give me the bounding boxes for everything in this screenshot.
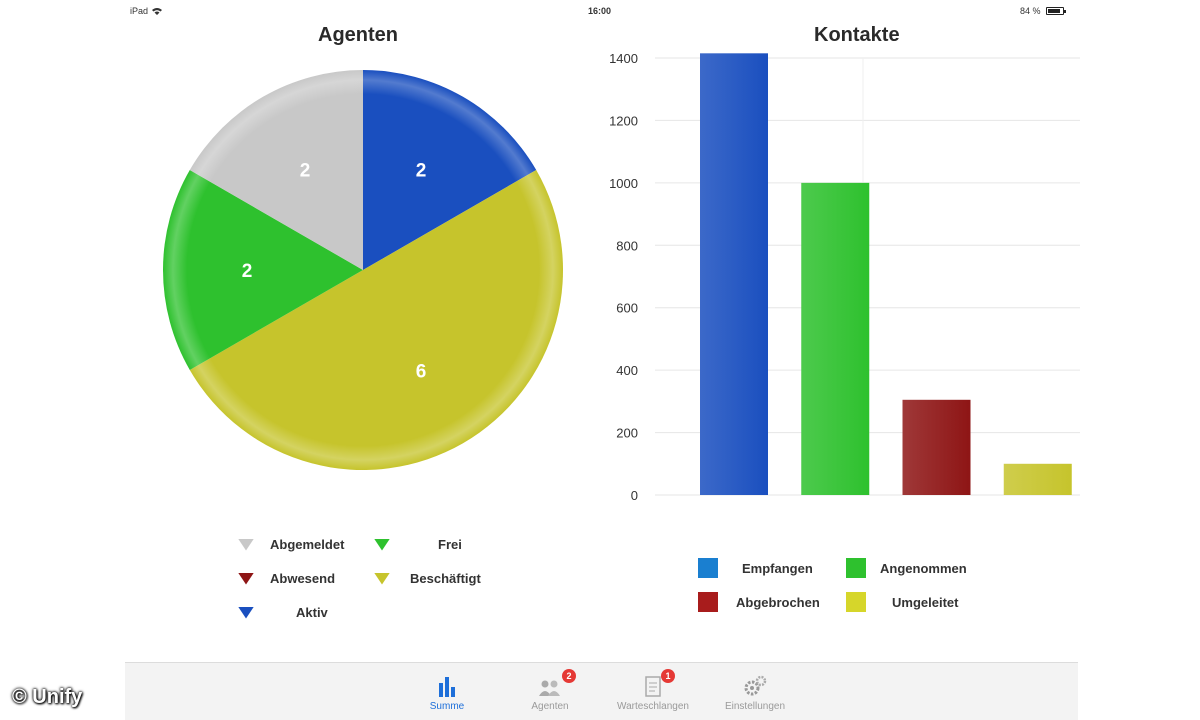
legend-swatch [846, 592, 866, 612]
legend-label: Aktiv [296, 605, 328, 620]
notification-badge: 2 [562, 669, 576, 683]
people-icon [539, 680, 560, 696]
legend-label: Abgebrochen [736, 594, 820, 610]
bar-chart-title: Kontakte [814, 24, 900, 46]
pie-slice-value-label: 2 [300, 161, 311, 182]
legend-swatch [698, 558, 718, 578]
legend-label: Angenommen [880, 560, 967, 576]
bar-legend-item: Empfangen [698, 558, 813, 578]
y-tick-label: 1000 [609, 176, 638, 191]
bar-umgeleitet[interactable] [1003, 463, 1072, 495]
pie-slice-value-label: 2 [242, 261, 253, 282]
pie-slice-value-label: 2 [416, 161, 427, 182]
diamond-icon [374, 538, 390, 551]
legend-label: Empfangen [742, 560, 813, 576]
bar-empfangen[interactable] [700, 53, 768, 495]
pie-chart-title: Agenten [318, 24, 398, 46]
pie-legend-item: Aktiv [238, 605, 328, 620]
tab-label: Einstellungen [724, 701, 786, 712]
y-tick-label: 0 [631, 488, 638, 503]
queue-document-icon [645, 676, 661, 697]
pie-slice-value-label: 6 [416, 361, 427, 382]
tab-label: Summe [429, 701, 465, 712]
tab-einstellungen[interactable]: Einstellungen [705, 671, 805, 712]
legend-label: Frei [438, 537, 462, 552]
pie-chart: 2 6 2 2 [163, 70, 563, 470]
bar-legend-item: Abgebrochen [698, 592, 820, 612]
legend-swatch [698, 592, 718, 612]
pie-legend-item: Abwesend [238, 571, 335, 586]
pie-slice-frei[interactable] [163, 170, 363, 370]
battery-percent: 84 % [1020, 6, 1041, 16]
pie-legend-item: Beschäftigt [374, 571, 481, 586]
gears-icon [744, 675, 767, 696]
legend-label: Abwesend [270, 571, 336, 586]
y-tick-label: 600 [616, 301, 638, 316]
tab-bar: Summe 2 Agenten [125, 662, 1078, 720]
status-bar-left: iPad [130, 6, 163, 16]
tab-label: Warteschlangen [617, 701, 689, 712]
pie-slice-abgemeldet[interactable] [189, 70, 363, 270]
y-tick-label: 1200 [609, 113, 638, 128]
status-time: 16:00 [588, 6, 612, 16]
y-tick-label: 1400 [609, 51, 638, 66]
bar-chart: 0 200 400 600 800 1000 1200 1400 [609, 51, 1080, 503]
diamond-icon [238, 572, 254, 585]
diamond-icon [238, 538, 254, 551]
y-tick-label: 200 [616, 426, 638, 441]
diamond-icon [238, 606, 254, 619]
bar-angenommen[interactable] [801, 182, 870, 495]
tab-label: Agenten [531, 701, 569, 712]
legend-label: Abgemeldet [270, 537, 345, 552]
pie-slice-aktiv[interactable] [363, 70, 537, 270]
bar-legend-item: Umgeleitet [846, 592, 958, 612]
bar-legend-item: Angenommen [846, 558, 967, 578]
notification-badge: 1 [661, 669, 675, 683]
tab-agenten[interactable]: 2 Agenten [500, 669, 600, 712]
legend-swatch [846, 558, 866, 578]
diamond-icon [374, 572, 390, 585]
y-tick-label: 800 [616, 238, 638, 253]
bar-abgebrochen[interactable] [902, 399, 971, 495]
status-bar-right: 84 % [1020, 6, 1066, 16]
pie-legend-item: Abgemeldet [238, 537, 344, 552]
pie-slice-beschäftigt[interactable] [189, 170, 563, 470]
legend-label: Umgeleitet [892, 594, 959, 610]
tab-warteschlangen[interactable]: 1 Warteschlangen [603, 669, 703, 712]
pie-legend-item: Frei [374, 537, 462, 552]
battery-icon [1045, 7, 1066, 15]
legend-label: Beschäftigt [410, 571, 481, 586]
wifi-icon [152, 8, 163, 15]
y-tick-label: 400 [616, 363, 638, 378]
tab-summe[interactable]: Summe [397, 671, 497, 712]
device-label: iPad [130, 6, 149, 16]
copyright-watermark: © Unify [12, 686, 83, 708]
bar-chart-icon [439, 677, 455, 697]
